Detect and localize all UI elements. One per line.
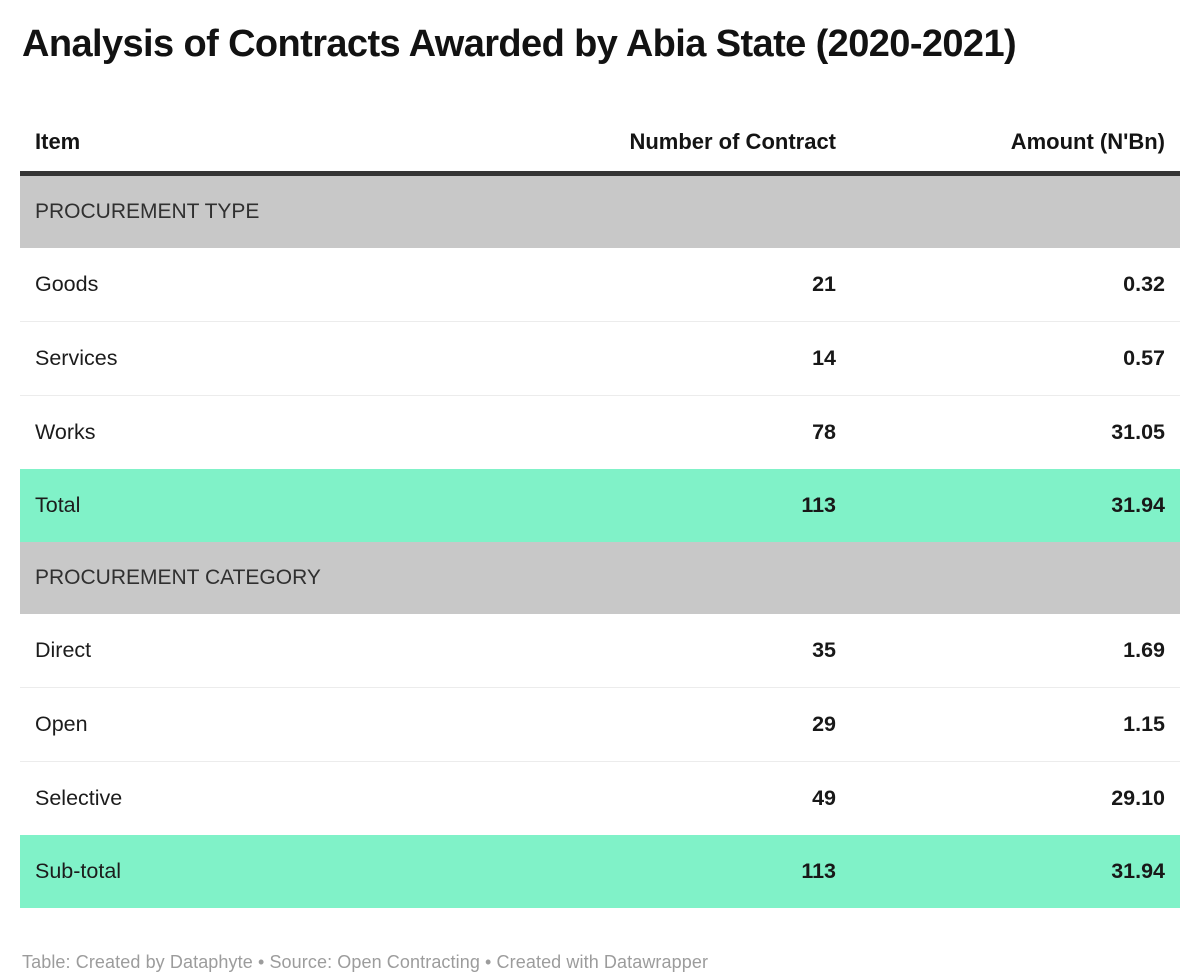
table-header-row: Item Number of Contract Amount (N'Bn) [20,112,1180,176]
cell-amount: 31.94 [851,834,1180,908]
attribution-footer: Table: Created by Dataphyte • Source: Op… [22,951,709,972]
cell-number-of-contract: 49 [580,760,851,835]
cell-item-label: Open [20,686,580,762]
table-row: Selective 49 29.10 [20,760,1180,835]
column-header-amount: Amount (N'Bn) [851,112,1180,176]
table-body: PROCUREMENT TYPE Goods 21 0.32 Services 14 0.5… [20,173,1180,908]
cell-number-of-contract: 29 [580,686,851,762]
cell-number-of-contract: 14 [580,320,851,396]
column-header-number-of-contract: Number of Contract [580,112,851,176]
total-row: Total 113 31.94 [20,468,1180,542]
cell-amount: 0.57 [851,320,1180,396]
cell-amount: 0.32 [1123,271,1165,296]
table-row: Works 78 31.05 [20,394,1180,469]
cell-number-of-contract: 21 [812,271,836,296]
section-header-row: PROCUREMENT TYPE [20,173,1180,248]
cell-amount: 1.69 [1123,637,1165,662]
cell-item-label: Services [20,320,580,396]
cell-item-label: Selective [20,760,580,835]
table-row: Services 14 0.57 [20,320,1180,396]
cell-amount: 31.05 [851,394,1180,469]
column-header-item: Item [20,112,580,176]
cell-item-label: Goods [35,271,99,296]
table-row: Direct 35 1.69 [20,614,1180,688]
section-header-row: PROCUREMENT CATEGORY [20,541,1180,614]
table-header: Item Number of Contract Amount (N'Bn) [20,112,1180,176]
cell-number-of-contract: 78 [580,394,851,469]
cell-amount: 1.15 [851,686,1180,762]
cell-number-of-contract: 113 [580,834,851,908]
table-row: Goods 21 0.32 [20,248,1180,322]
cell-amount: 29.10 [851,760,1180,835]
chart-title: Analysis of Contracts Awarded by Abia St… [22,23,1017,65]
cell-number-of-contract: 113 [580,468,851,542]
section-header-label: PROCUREMENT TYPE [20,173,1180,248]
cell-item-label: Direct [35,637,92,662]
table-row: Open 29 1.15 [20,686,1180,762]
cell-item-label: Sub-total [20,834,580,908]
contracts-table: Item Number of Contract Amount (N'Bn) PR… [20,112,1180,908]
section-header-label: PROCUREMENT CATEGORY [20,541,1180,614]
total-row: Sub-total 113 31.94 [20,834,1180,908]
cell-number-of-contract: 35 [812,637,836,662]
cell-item-label: Works [20,394,580,469]
cell-item-label: Total [20,468,580,542]
cell-amount: 31.94 [851,468,1180,542]
